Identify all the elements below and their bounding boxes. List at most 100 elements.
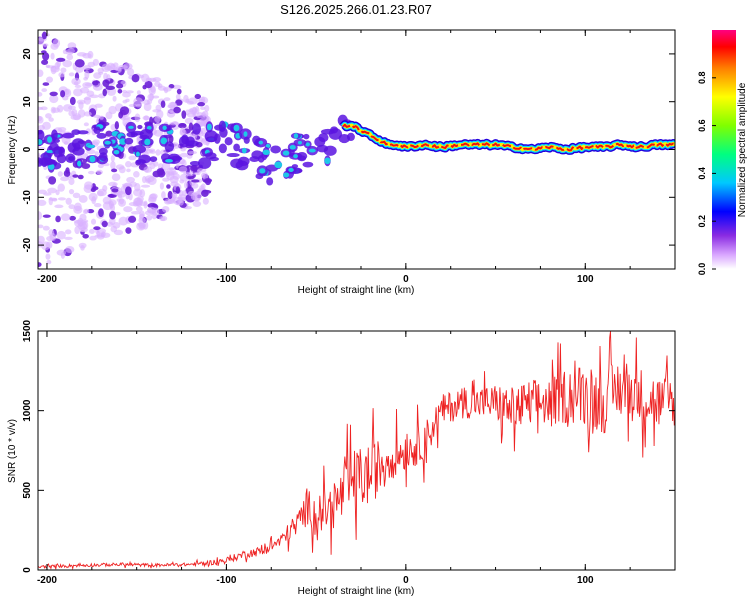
x-tick-label: 100 bbox=[577, 575, 594, 586]
noise-blob bbox=[67, 48, 76, 54]
noise-blob bbox=[178, 123, 187, 129]
noise-blob bbox=[38, 224, 44, 229]
noise-blob bbox=[42, 82, 50, 86]
noise-blob bbox=[69, 215, 76, 221]
noise-blob bbox=[42, 225, 50, 231]
noise-blob bbox=[122, 116, 131, 120]
noise-blob bbox=[67, 42, 77, 50]
energy-core bbox=[259, 168, 266, 174]
noise-blob bbox=[101, 63, 111, 73]
noise-blob bbox=[118, 166, 126, 174]
snr-y-label: SNR (10 * v/v) bbox=[7, 419, 18, 483]
noise-blob bbox=[68, 188, 75, 195]
noise-blob bbox=[94, 103, 103, 108]
energy-core bbox=[77, 160, 82, 167]
noise-blob bbox=[121, 183, 132, 187]
y-tick-label: 500 bbox=[22, 482, 33, 499]
energy-blob bbox=[323, 145, 337, 156]
energy-core bbox=[289, 145, 296, 150]
noise-blob bbox=[49, 94, 59, 104]
snr-x-label: Height of straight line (km) bbox=[298, 586, 415, 597]
noise-blob bbox=[74, 84, 82, 88]
noise-blob bbox=[89, 228, 95, 235]
noise-blob bbox=[97, 163, 104, 169]
energy-blob bbox=[77, 130, 89, 135]
noise-blob bbox=[201, 189, 209, 198]
energy-blob bbox=[189, 160, 200, 166]
noise-blob bbox=[135, 206, 143, 212]
noise-blob bbox=[55, 57, 66, 62]
energy-blob bbox=[338, 133, 350, 144]
energy-blob bbox=[204, 130, 218, 143]
noise-blob bbox=[70, 114, 81, 120]
noise-blob bbox=[159, 182, 165, 190]
noise-blob bbox=[60, 67, 67, 73]
noise-blob bbox=[82, 65, 92, 71]
noise-blob bbox=[148, 86, 156, 96]
noise-blob bbox=[153, 129, 164, 137]
snr-y-ticks: 0 500 1000 1500 bbox=[22, 319, 675, 573]
energy-core bbox=[47, 163, 55, 170]
energy-core bbox=[135, 151, 140, 157]
energy-blob bbox=[52, 146, 65, 154]
y-tick-label: 0 bbox=[22, 567, 33, 573]
noise-blob bbox=[176, 88, 182, 95]
noise-blob bbox=[38, 235, 45, 244]
energy-blob bbox=[164, 141, 175, 152]
noise-blob bbox=[185, 109, 190, 116]
noise-blob bbox=[125, 98, 130, 103]
noise-blob bbox=[42, 121, 51, 130]
energy-core bbox=[308, 148, 316, 153]
spectrogram-y-label: Frequency (Hz) bbox=[7, 116, 18, 185]
noise-blob bbox=[149, 193, 158, 200]
y-tick-label: 0 bbox=[22, 146, 33, 152]
noise-blob bbox=[49, 91, 58, 97]
noise-blob bbox=[60, 176, 70, 182]
noise-blob bbox=[179, 127, 186, 135]
energy-core bbox=[47, 136, 53, 143]
energy-blob bbox=[124, 137, 134, 145]
energy-blob bbox=[149, 156, 158, 163]
energy-core bbox=[283, 172, 290, 178]
noise-blob bbox=[87, 50, 94, 59]
noise-blob bbox=[72, 174, 79, 178]
noise-blob bbox=[46, 76, 54, 83]
noise-blob bbox=[83, 111, 92, 117]
noise-blob bbox=[126, 168, 131, 173]
noise-blob bbox=[38, 69, 44, 78]
noise-blob bbox=[45, 64, 51, 68]
noise-blob bbox=[194, 93, 202, 100]
noise-blob bbox=[77, 174, 84, 180]
energy-core bbox=[128, 125, 134, 129]
energy-blob bbox=[93, 126, 101, 134]
noise-blob bbox=[204, 178, 212, 186]
noise-blob bbox=[169, 121, 179, 126]
noise-blob bbox=[140, 184, 151, 188]
noise-blob bbox=[134, 113, 141, 123]
energy-blob bbox=[218, 120, 226, 133]
noise-blob bbox=[74, 202, 82, 212]
noise-blob bbox=[192, 200, 202, 208]
colorbar-tick-label: 0.0 bbox=[697, 263, 707, 276]
noise-blob bbox=[109, 210, 117, 220]
noise-blob bbox=[57, 197, 67, 201]
noise-blob bbox=[58, 72, 65, 78]
noise-blob bbox=[60, 213, 71, 221]
noise-blob bbox=[171, 191, 178, 199]
energy-core bbox=[206, 123, 212, 131]
energy-core bbox=[146, 125, 152, 130]
noise-blob bbox=[64, 229, 72, 235]
noise-blob bbox=[119, 198, 125, 205]
noise-blob bbox=[41, 59, 49, 65]
noise-blob bbox=[41, 50, 47, 54]
noise-blob bbox=[197, 112, 204, 116]
energy-blob bbox=[139, 128, 153, 140]
noise-blob bbox=[65, 167, 70, 174]
noise-blob bbox=[74, 65, 84, 73]
colorbar-tick-label: 0.8 bbox=[697, 72, 707, 85]
noise-blob bbox=[161, 205, 170, 213]
y-tick-label: 1000 bbox=[22, 399, 33, 422]
noise-blob bbox=[48, 176, 57, 185]
noise-blob bbox=[143, 102, 152, 112]
